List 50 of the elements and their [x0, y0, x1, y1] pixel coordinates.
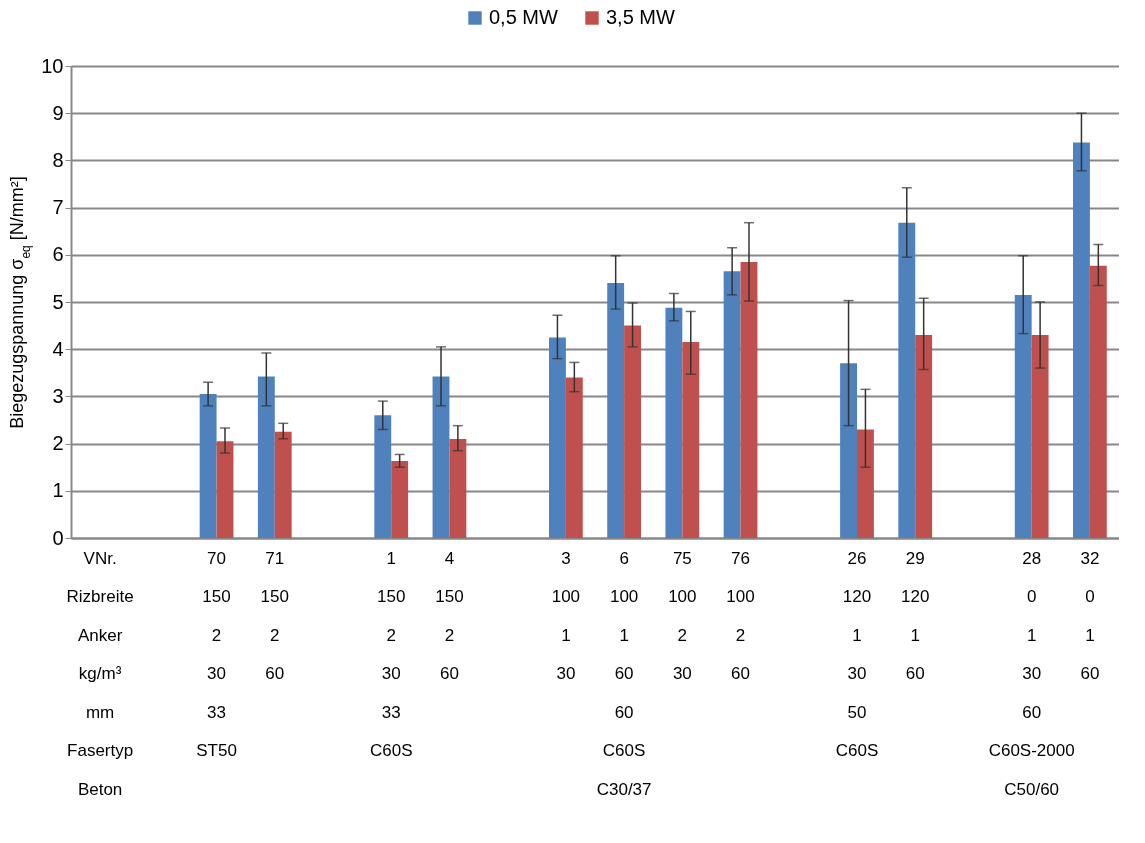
- bar: [199, 394, 217, 538]
- x-tick-label: 3 100 1 30: [551, 548, 581, 683]
- bar: [274, 431, 292, 538]
- bar: [840, 363, 857, 538]
- x-tick-label: 26 120 1 30 50 C60S: [835, 548, 879, 760]
- bar: [1031, 335, 1049, 538]
- x-tick-label: 71 150 2 60: [260, 548, 289, 683]
- x-tick-label: 75 100 2 30: [668, 548, 697, 683]
- bar: [257, 376, 275, 538]
- x-tick-label: 29 120 1 60: [901, 548, 930, 683]
- bar: [549, 337, 566, 538]
- bar: [1073, 142, 1090, 538]
- bar: [607, 283, 625, 538]
- bar: [898, 222, 916, 538]
- x-tick-label: 32 0 1 60: [1080, 548, 1100, 683]
- bar: [449, 438, 467, 538]
- x-tick-label: VNr. Rizbreite Anker kg/m³ mm Fasertyp Beton: [66, 548, 134, 799]
- y-tick-label: 8: [52, 148, 64, 171]
- bar: [216, 441, 234, 538]
- x-tick-label: 4 150 2 60: [435, 548, 464, 683]
- x-tick-label: 76 100 2 60: [726, 548, 755, 683]
- x-tick-label: 28 0 1 30 60 C60S-2000 C50/60: [988, 548, 1075, 799]
- x-tick-label: 1 150 2 30 33 C60S: [369, 548, 413, 760]
- bar: [432, 376, 450, 538]
- y-tick-label: 5: [52, 290, 64, 313]
- legend-label: 0,5 MW: [489, 6, 559, 28]
- bar: [391, 461, 409, 538]
- x-tick-label: 6 100 1 60 60 C60S C30/37: [596, 548, 652, 799]
- bar: [1089, 265, 1107, 538]
- x-tick-label: 70 150 2 30 33 ST50: [196, 548, 237, 760]
- legend-label: 3,5 MW: [606, 6, 676, 28]
- y-tick-label: 6: [52, 243, 64, 266]
- y-tick-label: 1: [52, 479, 64, 502]
- y-tick-label: 3: [52, 384, 64, 407]
- bar: [723, 271, 741, 538]
- bar: [740, 261, 758, 538]
- y-tick-label: 7: [52, 196, 64, 219]
- bar: [624, 325, 641, 538]
- bar: [915, 335, 933, 538]
- bar: [1014, 294, 1032, 538]
- bar: [374, 415, 392, 538]
- y-tick-label: 9: [52, 101, 64, 124]
- y-tick-label: 2: [52, 432, 64, 455]
- bar: [665, 307, 683, 538]
- bar: [682, 342, 700, 538]
- bar: [857, 429, 874, 538]
- y-tick-label: 10: [41, 54, 64, 77]
- bar: [565, 377, 583, 538]
- y-tick-label: 0: [52, 526, 64, 549]
- y-tick-label: 4: [52, 337, 64, 360]
